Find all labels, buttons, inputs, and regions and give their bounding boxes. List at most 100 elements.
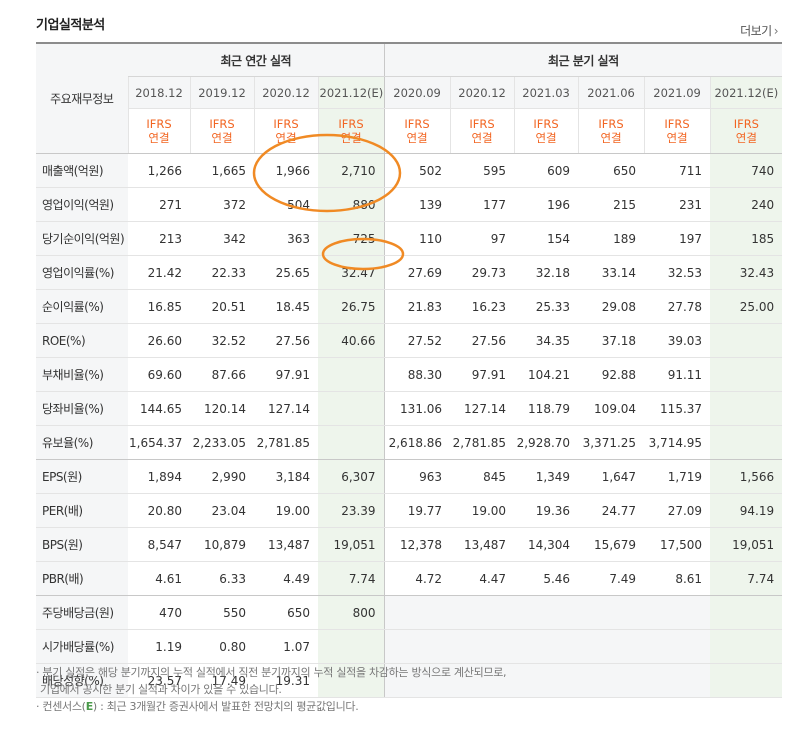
- table-cell: 502: [383, 153, 451, 188]
- table-cell: 25.33: [514, 289, 579, 324]
- table-cell: 92.88: [578, 357, 645, 392]
- table-cell: [383, 629, 451, 664]
- table-row: ROE(%) 26.60 32.52 27.56 40.66 27.52 27.56 34.3…: [36, 323, 783, 358]
- table-cell: 109.04: [578, 391, 645, 426]
- table-cell: 115.37: [644, 391, 711, 426]
- table-cell: 127.14: [254, 391, 318, 426]
- table-cell: [318, 425, 385, 460]
- table-cell: 19.00: [450, 493, 515, 528]
- table-cell: 197: [644, 221, 711, 256]
- table-cell: [644, 595, 711, 630]
- table-cell: [578, 629, 645, 664]
- table-cell: 4.47: [450, 561, 515, 596]
- period-header: 2021.09: [643, 76, 711, 109]
- table-cell: 2,781.85: [254, 425, 318, 460]
- table-row: 순이익률(%) 16.85 20.51 18.45 26.75 21.83 16.23 25.…: [36, 289, 783, 324]
- table-cell: 1,665: [190, 153, 254, 188]
- table-cell: 189: [578, 221, 645, 256]
- table-cell: 7.49: [578, 561, 645, 596]
- table-cell: 26.60: [128, 323, 190, 358]
- table-cell: [710, 629, 783, 664]
- table-cell: 139: [383, 187, 451, 222]
- table-row: 주당배당금(원) 470 550 650 800: [36, 595, 783, 630]
- table-cell: 94.19: [710, 493, 783, 528]
- ifrs-consolidated-label: IFRS 연결: [513, 108, 579, 154]
- table-cell: 23.39: [318, 493, 385, 528]
- table-cell: [514, 663, 579, 698]
- table-cell: [318, 629, 385, 664]
- table-cell: 1,654.37: [128, 425, 190, 460]
- table-cell: 19,051: [318, 527, 385, 562]
- table-cell: 27.56: [450, 323, 515, 358]
- table-cell: [710, 663, 783, 698]
- table-cell: 6.33: [190, 561, 254, 596]
- row-label: 부채비율(%): [36, 357, 128, 392]
- table-cell: [514, 629, 579, 664]
- footnote-2: · 컨센서스(E) : 최근 3개월간 증권사에서 발표한 전망치의 평균값입니…: [36, 700, 359, 713]
- table-cell: 33.14: [578, 255, 645, 290]
- table-cell: [450, 629, 515, 664]
- table-cell: 196: [514, 187, 579, 222]
- table-cell: 39.03: [644, 323, 711, 358]
- row-label: 배당성향(%): [36, 663, 128, 698]
- table-cell: 880: [318, 187, 385, 222]
- more-link[interactable]: 더보기 ›: [740, 22, 778, 39]
- table-cell: 32.18: [514, 255, 579, 290]
- table-cell: 104.21: [514, 357, 579, 392]
- table-cell: 25.65: [254, 255, 318, 290]
- table-row: EPS(원) 1,894 2,990 3,184 6,307 963 845 1,349 1,6…: [36, 459, 783, 494]
- table-cell: 21.42: [128, 255, 190, 290]
- financial-table: 주요재무정보 최근 연간 실적 최근 분기 실적 2018.12 2019.12 2…: [36, 42, 783, 698]
- table-cell: 20.80: [128, 493, 190, 528]
- table-cell: 27.69: [383, 255, 451, 290]
- annual-group-header: 최근 연간 실적: [128, 42, 385, 77]
- table-cell: [318, 391, 385, 426]
- table-cell: 27.52: [383, 323, 451, 358]
- row-label: PBR(배): [36, 561, 128, 596]
- table-cell: [450, 595, 515, 630]
- table-cell: 97.91: [450, 357, 515, 392]
- row-label: 유보율(%): [36, 425, 128, 460]
- table-cell: 27.56: [254, 323, 318, 358]
- table-cell: [710, 425, 783, 460]
- ifrs-consolidated-label: IFRS 연결: [709, 108, 783, 154]
- table-cell: 24.77: [578, 493, 645, 528]
- quarter-group-header: 최근 분기 실적: [383, 42, 783, 77]
- table-cell: 2,928.70: [514, 425, 579, 460]
- period-header: 2018.12: [127, 76, 190, 109]
- table-cell: 32.52: [190, 323, 254, 358]
- table-cell: 13,487: [450, 527, 515, 562]
- table-cell: 29.73: [450, 255, 515, 290]
- table-cell: 650: [254, 595, 318, 630]
- chevron-right-icon: ›: [773, 24, 779, 38]
- table-cell: [710, 357, 783, 392]
- table-row: 유보율(%) 1,654.37 2,233.05 2,781.85 2,618.86 2,…: [36, 425, 783, 460]
- table-cell: 963: [383, 459, 451, 494]
- table-cell: 740: [710, 153, 783, 188]
- table-cell: 154: [514, 221, 579, 256]
- section-title: 기업실적분석: [36, 18, 105, 33]
- table-cell: 609: [514, 153, 579, 188]
- table-cell: 17.49: [190, 663, 254, 698]
- table-cell: 7.74: [710, 561, 783, 596]
- table-cell: 504: [254, 187, 318, 222]
- table-cell: 240: [710, 187, 783, 222]
- table-cell: 19.00: [254, 493, 318, 528]
- table-cell: 470: [128, 595, 190, 630]
- table-cell: [318, 357, 385, 392]
- table-cell: 711: [644, 153, 711, 188]
- period-header: 2021.06: [577, 76, 645, 109]
- table-cell: 6,307: [318, 459, 385, 494]
- footnote-1-cont: 기업에서 공시한 분기 실적과 차이가 있을 수 있습니다.: [40, 683, 282, 696]
- table-cell: 29.08: [578, 289, 645, 324]
- row-label: 영업이익(억원): [36, 187, 128, 222]
- table-row: 시가배당률(%) 1.19 0.80 1.07: [36, 629, 783, 664]
- table-cell: 1,566: [710, 459, 783, 494]
- table-row: 배당성향(%) 23.57 17.49 19.31: [36, 663, 783, 698]
- table-cell: 69.60: [128, 357, 190, 392]
- table-cell: [383, 595, 451, 630]
- table-cell: 88.30: [383, 357, 451, 392]
- table-row: 영업이익(억원) 271 372 504 880 139 177 196 215 231 240: [36, 187, 783, 222]
- table-cell: 26.75: [318, 289, 385, 324]
- table-cell: [644, 629, 711, 664]
